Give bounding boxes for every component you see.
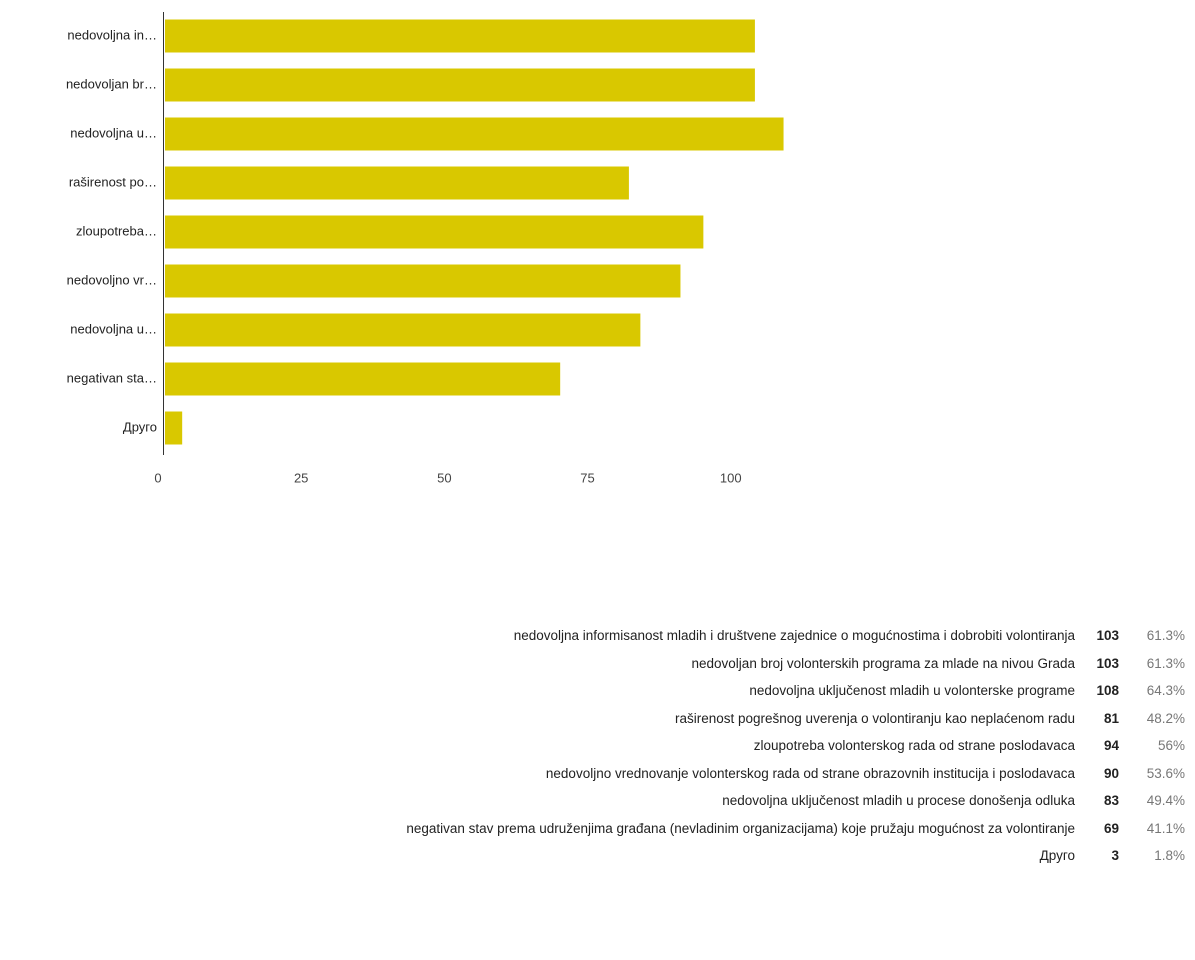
bar <box>165 19 755 53</box>
bar <box>165 117 784 151</box>
cell-count: 69 <box>1103 820 1119 836</box>
table-row: nedovoljna informisanost mladih i društv… <box>396 622 1185 650</box>
cell-pct: 61.3% <box>1146 628 1185 644</box>
bar <box>165 313 641 347</box>
cell-count: 103 <box>1096 628 1119 644</box>
table-row: nedovoljna uključenost mladih u volonter… <box>396 677 1185 705</box>
cell-label: nedovoljan broj volonterskih programa za… <box>691 655 1075 671</box>
y-tick-label: negativan sta… <box>67 370 157 385</box>
bar <box>165 68 755 102</box>
bar <box>165 362 561 396</box>
y-tick-label: raširenost po… <box>69 174 157 189</box>
y-tick-label: nedovoljna u… <box>70 321 157 336</box>
chart: 0 25 50 75 100 nedovoljna in… nedovoljan br… ne… <box>66 12 784 485</box>
table-row: zloupotreba volonterskog rada od strane … <box>396 732 1185 760</box>
cell-label: negativan stav prema udruženjima građana… <box>406 820 1075 836</box>
cell-pct: 48.2% <box>1146 710 1185 726</box>
y-tick-label: nedovoljan br… <box>66 76 157 91</box>
cell-count: 83 <box>1103 793 1119 809</box>
cell-label: nedovoljna informisanost mladih i društv… <box>513 628 1075 644</box>
cell-count: 81 <box>1103 710 1119 726</box>
cell-pct: 49.4% <box>1146 793 1185 809</box>
table-row: nedovoljno vrednovanje volonterskog rada… <box>396 760 1185 788</box>
response-table: nedovoljna informisanost mladih i društv… <box>396 622 1185 870</box>
cell-pct: 1.8% <box>1154 848 1185 864</box>
y-tick-label: Друго <box>123 419 157 434</box>
cell-count: 94 <box>1103 738 1119 754</box>
x-tick-label: 50 <box>437 470 451 485</box>
cell-count: 3 <box>1111 848 1119 864</box>
bar <box>165 166 629 200</box>
y-tick-label: zloupotreba… <box>76 223 157 238</box>
bar <box>165 215 704 249</box>
y-tick-label: nedovoljna in… <box>67 27 157 42</box>
cell-count: 108 <box>1096 683 1119 699</box>
table-row: negativan stav prema udruženjima građana… <box>396 815 1185 843</box>
cell-pct: 56% <box>1157 738 1185 754</box>
cell-pct: 53.6% <box>1146 765 1185 781</box>
cell-label: Друго <box>1039 848 1075 864</box>
table-row: nedovoljna uključenost mladih u procese … <box>396 787 1185 815</box>
y-tick-label: nedovoljno vr… <box>67 272 157 287</box>
cell-count: 103 <box>1096 655 1119 671</box>
x-tick-label: 25 <box>294 470 308 485</box>
cell-pct: 41.1% <box>1146 820 1185 836</box>
table-row: nedovoljan broj volonterskih programa za… <box>396 650 1185 678</box>
x-tick-label: 100 <box>720 470 742 485</box>
cell-label: raširenost pogrešnog uverenja o volontir… <box>674 710 1075 726</box>
bar <box>165 264 681 298</box>
table-row: Друго 3 1.8% <box>396 842 1185 870</box>
bar <box>165 411 183 445</box>
cell-pct: 64.3% <box>1146 683 1185 699</box>
cell-label: nedovoljna uključenost mladih u procese … <box>722 793 1075 809</box>
cell-count: 90 <box>1103 765 1119 781</box>
x-tick-label: 75 <box>580 470 594 485</box>
cell-label: zloupotreba volonterskog rada od strane … <box>753 738 1075 754</box>
x-tick-label: 0 <box>154 470 161 485</box>
cell-label: nedovoljna uključenost mladih u volonter… <box>749 683 1075 699</box>
table-row: raširenost pogrešnog uverenja o volontir… <box>396 705 1185 733</box>
y-tick-label: nedovoljna u… <box>70 125 157 140</box>
cell-pct: 61.3% <box>1146 655 1185 671</box>
cell-label: nedovoljno vrednovanje volonterskog rada… <box>545 765 1075 781</box>
